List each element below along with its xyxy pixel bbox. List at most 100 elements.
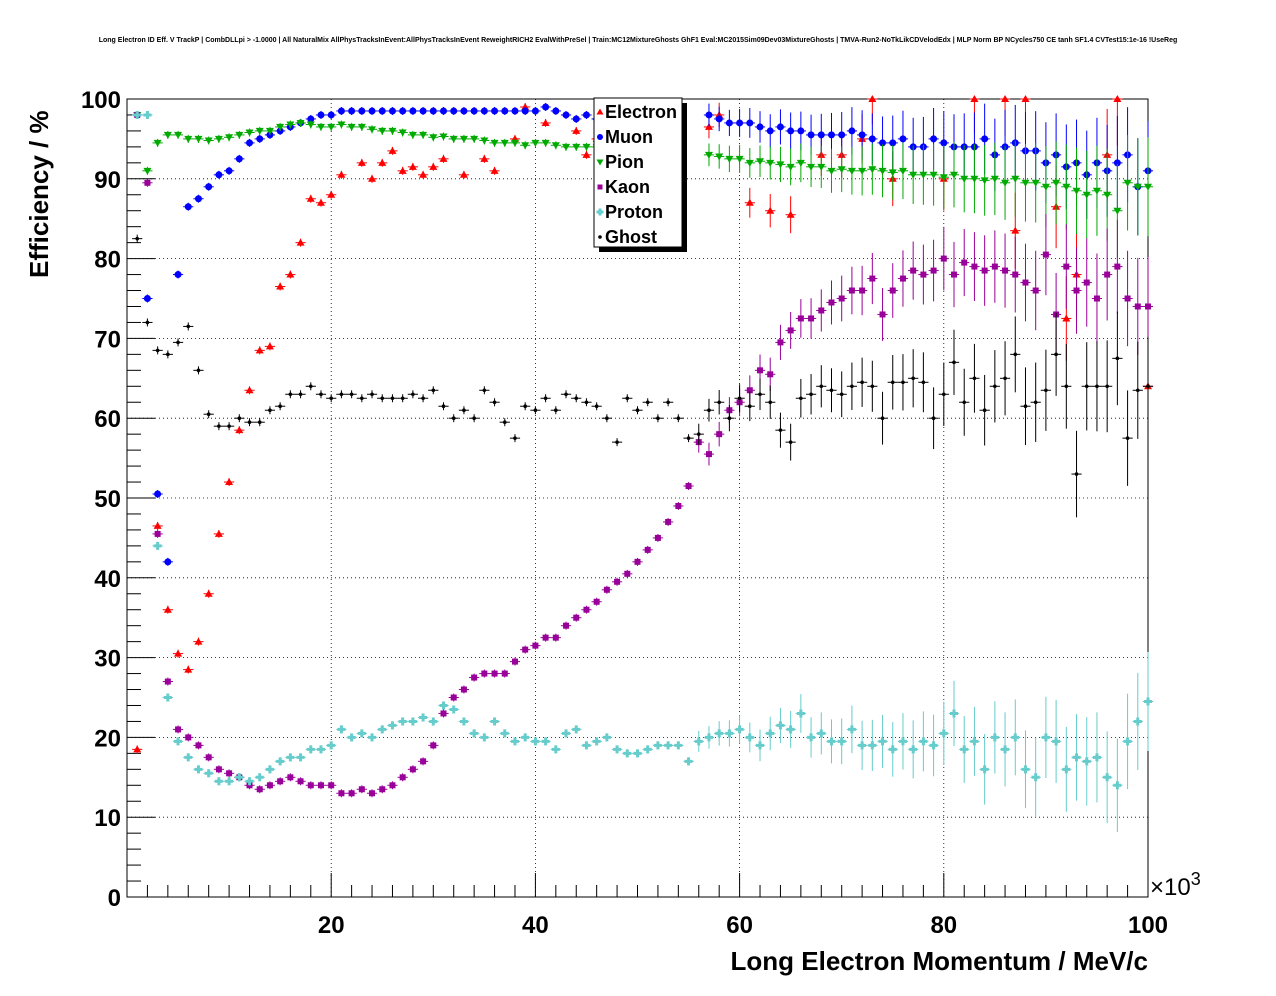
pion-point: [521, 142, 530, 150]
ghost-point: [502, 420, 507, 424]
pion-point: [898, 167, 907, 175]
pion-point: [419, 131, 428, 139]
kaon-point: [583, 606, 590, 613]
pion-point: [929, 171, 938, 179]
kaon-point: [369, 790, 376, 797]
proton-point: [827, 737, 836, 746]
proton-point: [602, 733, 611, 742]
x-tick-label: 80: [930, 912, 957, 939]
kaon-point: [889, 287, 896, 294]
ghost-point: [1013, 352, 1018, 357]
pion-point: [990, 175, 999, 183]
kaon-point: [205, 754, 212, 761]
kaon-point: [603, 586, 610, 593]
ghost-point: [349, 392, 354, 397]
pion-point: [194, 135, 203, 143]
electron-point: [1062, 314, 1071, 322]
kaon-point: [430, 742, 437, 749]
electron-point: [541, 118, 550, 126]
proton-point: [194, 765, 203, 774]
pion-point: [756, 158, 765, 166]
ghost-point: [890, 380, 895, 385]
kaon-point: [317, 782, 324, 789]
muon-point: [725, 119, 733, 127]
kaon-point: [460, 686, 467, 693]
ghost-point: [421, 396, 425, 401]
series-proton: [132, 110, 1154, 833]
ghost-point: [707, 408, 711, 413]
proton-point: [510, 737, 519, 746]
ghost-point: [605, 416, 609, 421]
muon-point: [552, 107, 560, 115]
legend-entry-electron: Electron: [596, 102, 677, 122]
ghost-point: [942, 392, 946, 397]
proton-point: [633, 749, 642, 758]
proton-point: [898, 737, 907, 746]
kaon-point: [175, 726, 182, 733]
muon-point: [409, 107, 417, 115]
ghost-point: [696, 432, 701, 436]
y-tick-label: 100: [81, 87, 121, 114]
legend-proton-marker: [596, 208, 604, 216]
ghost-point: [370, 392, 374, 397]
ghost-point: [339, 392, 344, 397]
ghost-point: [523, 404, 527, 409]
proton-point: [388, 721, 397, 730]
kaon-point: [961, 259, 968, 266]
y-tick-label: 20: [94, 725, 121, 752]
kaon-point: [491, 670, 498, 677]
ghost-point: [543, 396, 548, 401]
y-tick-label: 40: [94, 566, 121, 593]
pion-point: [286, 121, 295, 129]
muon-point: [246, 139, 254, 147]
proton-point: [245, 777, 254, 786]
kaon-point: [930, 267, 937, 274]
electron-point: [316, 198, 325, 206]
electron-point: [582, 150, 591, 158]
electron-point: [225, 478, 234, 486]
y-tick-label: 0: [108, 885, 121, 912]
kaon-point: [511, 658, 518, 665]
ghost-point: [462, 408, 466, 413]
ghost-point: [666, 400, 670, 405]
proton-point: [796, 709, 805, 718]
ghost-point: [135, 236, 140, 241]
ghost-point: [472, 416, 476, 421]
legend-electron-label: Electron: [605, 102, 677, 122]
electron-point: [337, 170, 346, 178]
kaon-point: [654, 534, 661, 541]
pion-point: [551, 142, 560, 150]
electron-point: [163, 605, 172, 613]
muon-point: [511, 107, 519, 115]
proton-point: [531, 737, 540, 746]
ghost-point: [492, 400, 497, 405]
muon-point: [235, 155, 243, 163]
muon-point: [930, 135, 938, 143]
muon-point: [327, 111, 335, 119]
legend-kaon-marker: [597, 184, 603, 190]
kaon-point: [1104, 271, 1111, 278]
kaon-point: [757, 367, 764, 374]
proton-point: [439, 701, 448, 710]
pion-point: [817, 163, 826, 171]
proton-point: [990, 733, 999, 742]
proton-point: [970, 737, 979, 746]
kaon-point: [685, 483, 692, 490]
pion-point: [531, 139, 540, 147]
electron-point: [459, 170, 468, 178]
pion-point: [950, 171, 959, 179]
proton-point: [429, 717, 438, 726]
proton-point: [950, 709, 959, 718]
ghost-point: [411, 392, 415, 397]
muon-point: [827, 131, 835, 139]
ghost-point: [1095, 384, 1099, 389]
proton-point: [541, 737, 550, 746]
pion-point: [919, 171, 928, 179]
pion-point: [439, 133, 448, 141]
kaon-point: [573, 614, 580, 621]
kaon-point: [859, 287, 866, 294]
ghost-point: [645, 400, 650, 405]
muon-point: [480, 107, 488, 115]
kaon-point: [787, 327, 794, 334]
proton-point: [174, 737, 183, 746]
